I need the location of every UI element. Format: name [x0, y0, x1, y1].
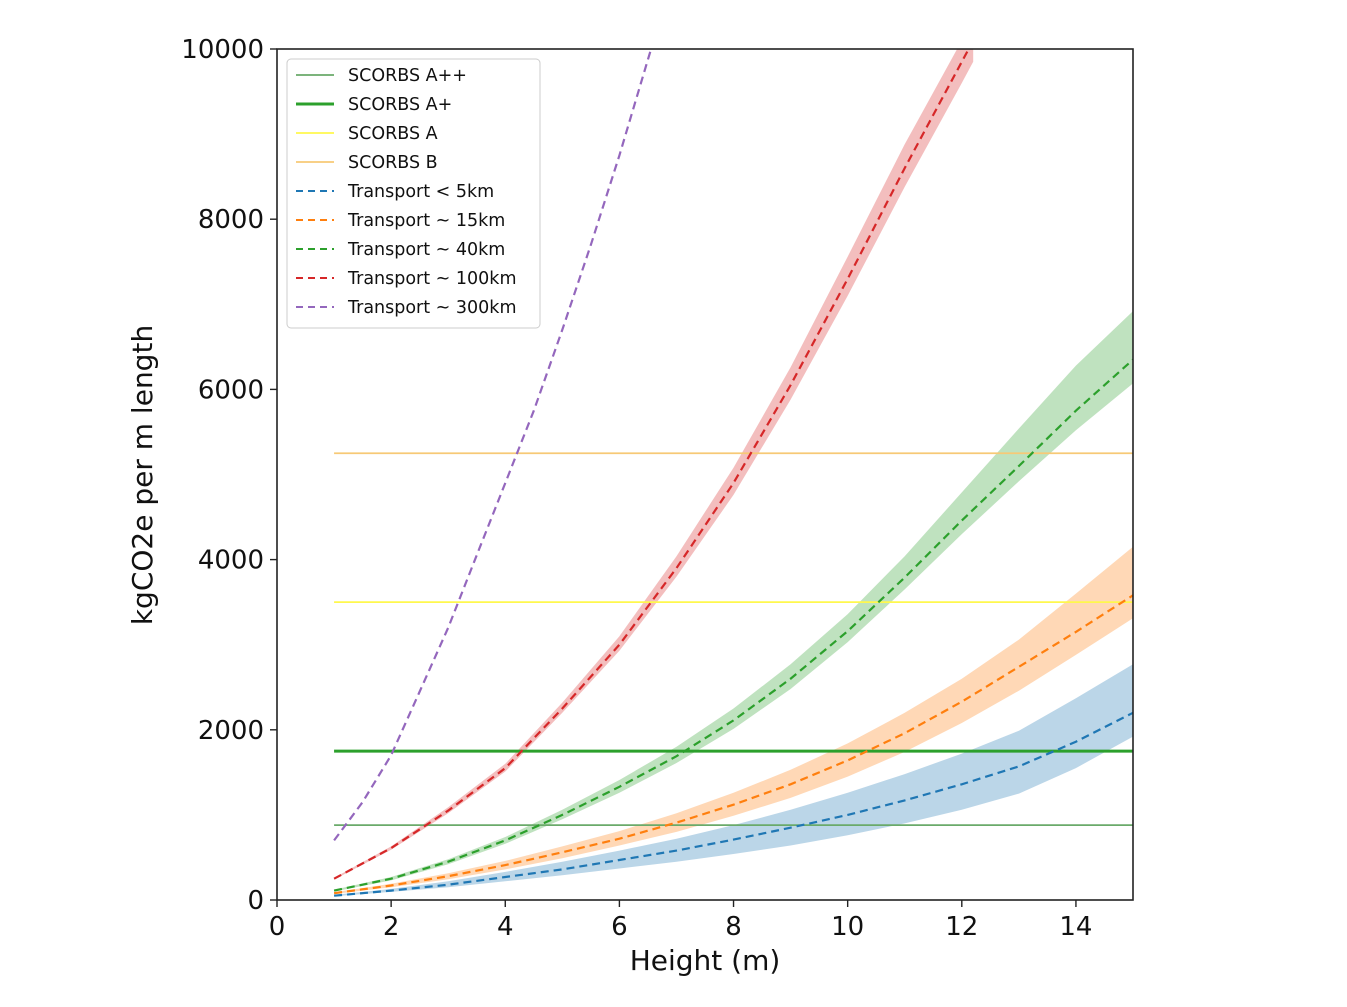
series-transport-15km	[333, 594, 1133, 895]
y-tick-label: 4000	[198, 546, 264, 576]
x-tick-label: 10	[831, 912, 864, 942]
series-transport-5km	[334, 711, 1133, 897]
y-tick-label: 6000	[198, 375, 264, 405]
threshold-lines	[334, 452, 1133, 827]
x-tick-label: 14	[1059, 912, 1092, 942]
plot-frame	[276, 48, 1134, 901]
legend: SCORBS A++ SCORBS A+ SCORBS A SCORBS B Trans…	[286, 58, 541, 329]
y-tick-label: 2000	[198, 716, 264, 746]
y-tick-label: 0	[247, 886, 264, 916]
series-transport-100km	[333, 49, 970, 880]
legend-label-transport-100km: Transport ~ 100km	[347, 269, 517, 289]
x-tick-label: 12	[945, 912, 978, 942]
series-lines	[333, 49, 1133, 897]
y-axis-label: kgCO2e per m length	[126, 325, 159, 625]
legend-label-scorbs-b: SCORBS B	[348, 153, 438, 173]
x-tick-label: 6	[611, 912, 628, 942]
legend-label-transport-15km: Transport ~ 15km	[347, 211, 505, 231]
y-tick-label: 8000	[198, 205, 264, 235]
legend-label-transport-40km: Transport ~ 40km	[347, 240, 505, 260]
legend-label-scorbs-a: SCORBS A++	[348, 66, 467, 86]
legend-label-transport-5km: Transport < 5km	[347, 182, 494, 202]
x-tick-label: 4	[497, 912, 514, 942]
x-tick-label: 8	[725, 912, 742, 942]
legend-label-transport-300km: Transport ~ 300km	[347, 298, 517, 318]
x-axis: 0 2 4 6 8 10 12 14	[269, 900, 1092, 942]
x-axis-label: Height (m)	[630, 944, 781, 977]
legend-label-scorbs-a: SCORBS A+	[348, 95, 452, 115]
y-axis: 0 2000 4000 6000 8000 10000	[181, 35, 277, 916]
legend-box	[286, 58, 541, 329]
x-tick-label: 2	[383, 912, 400, 942]
y-tick-label: 10000	[181, 35, 264, 65]
series-transport-40km	[333, 358, 1133, 892]
legend-label-scorbs-a: SCORBS A	[348, 124, 438, 144]
x-tick-label: 0	[269, 912, 286, 942]
series-transport-300km	[333, 49, 653, 842]
